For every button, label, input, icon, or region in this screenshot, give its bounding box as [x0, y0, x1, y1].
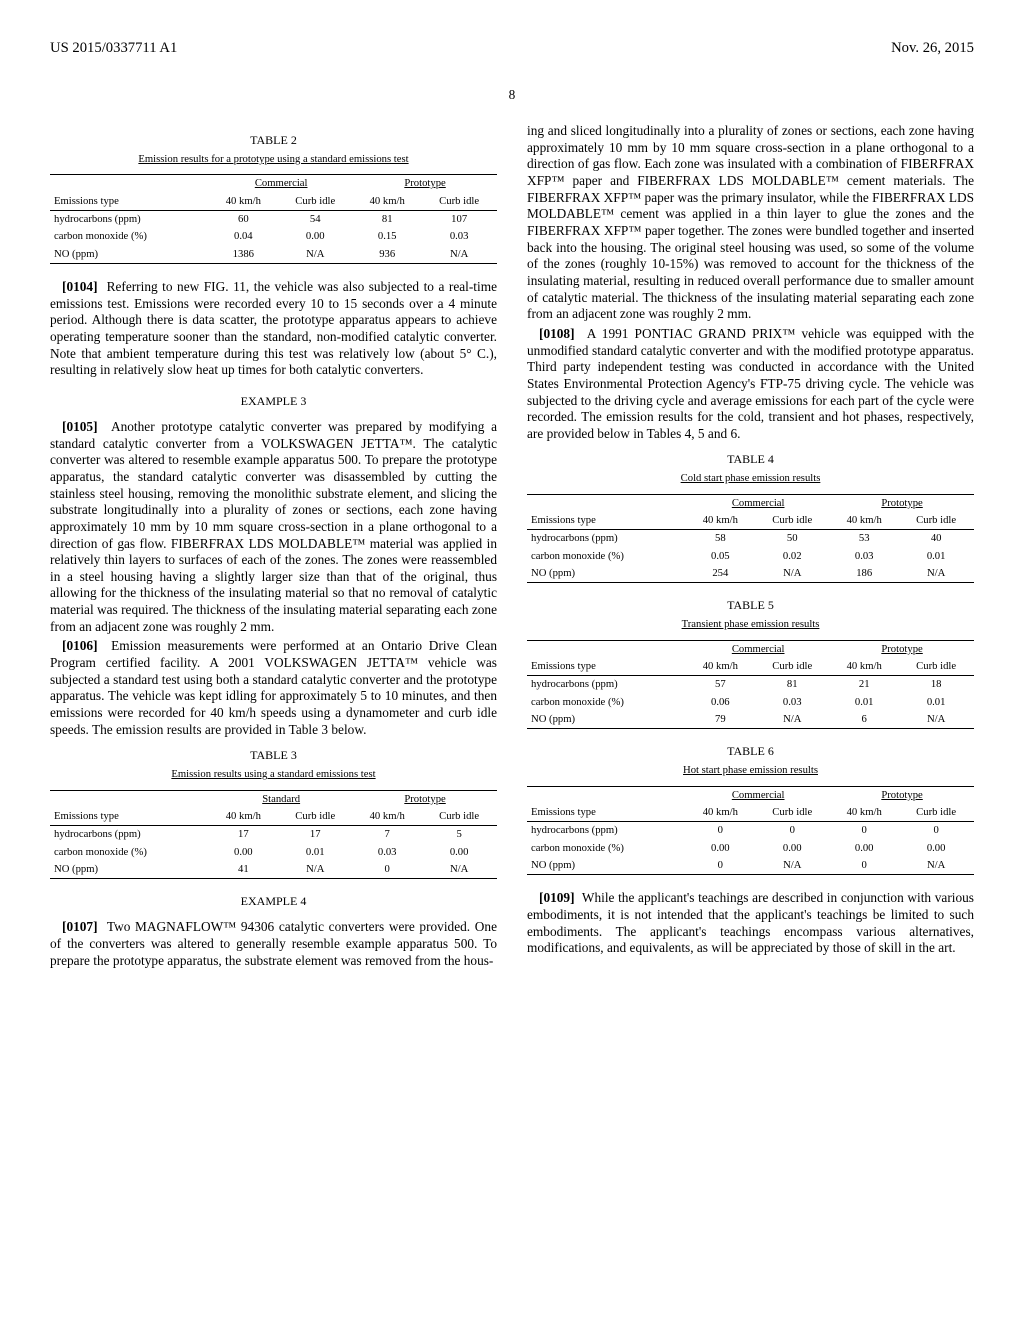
example3-title: EXAMPLE 3 — [50, 394, 497, 409]
table-row: carbon monoxide (%)0.040.000.150.03 — [50, 228, 497, 245]
table4: Commercial Prototype Emissions type 40 k… — [527, 494, 974, 584]
table-row: hydrocarbons (ppm)0000 — [527, 822, 974, 840]
table-row: NO (ppm)254N/A186N/A — [527, 565, 974, 583]
table-row: NO (ppm)0N/A0N/A — [527, 857, 974, 875]
example4-title: EXAMPLE 4 — [50, 894, 497, 909]
page-number: 8 — [50, 87, 974, 103]
table2-group2: Prototype — [353, 175, 497, 193]
table-row: carbon monoxide (%)0.060.030.010.01 — [527, 694, 974, 711]
content-columns: TABLE 2 Emission results for a prototype… — [50, 123, 974, 972]
left-column: TABLE 2 Emission results for a prototype… — [50, 123, 497, 972]
table5-caption: TABLE 5 — [527, 598, 974, 613]
para-0104: [0104] Referring to new FIG. 11, the veh… — [50, 279, 497, 379]
table-row: carbon monoxide (%)0.050.020.030.01 — [527, 548, 974, 565]
table-row: hydrocarbons (ppm)171775 — [50, 826, 497, 844]
header-right: Nov. 26, 2015 — [891, 40, 974, 57]
right-column: ing and sliced longitudinally into a plu… — [527, 123, 974, 972]
table-row: hydrocarbons (ppm)58505340 — [527, 530, 974, 548]
para-continuation: ing and sliced longitudinally into a plu… — [527, 123, 974, 323]
para-0109: [0109] While the applicant's teachings a… — [527, 890, 974, 957]
table-row: hydrocarbons (ppm)57812118 — [527, 676, 974, 694]
table3: Standard Prototype Emissions type 40 km/… — [50, 790, 497, 880]
table-row: NO (ppm)41N/A0N/A — [50, 861, 497, 879]
table3-caption: TABLE 3 — [50, 748, 497, 763]
para-0105: [0105] Another prototype catalytic conve… — [50, 419, 497, 636]
table6-caption: TABLE 6 — [527, 744, 974, 759]
table3-subtitle: Emission results using a standard emissi… — [50, 768, 497, 781]
para-0106: [0106] Emission measurements were perfor… — [50, 638, 497, 738]
table5-subtitle: Transient phase emission results — [527, 618, 974, 631]
page-header: US 2015/0337711 A1 Nov. 26, 2015 — [50, 40, 974, 57]
header-left: US 2015/0337711 A1 — [50, 40, 177, 57]
table6: Commercial Prototype Emissions type 40 k… — [527, 786, 974, 876]
table6-subtitle: Hot start phase emission results — [527, 764, 974, 777]
table-row: NO (ppm)1386N/A936N/A — [50, 246, 497, 264]
table4-caption: TABLE 4 — [527, 452, 974, 467]
table-row: carbon monoxide (%)0.000.010.030.00 — [50, 844, 497, 861]
table-row: NO (ppm)79N/A6N/A — [527, 711, 974, 729]
table2-subtitle: Emission results for a prototype using a… — [50, 153, 497, 166]
table4-subtitle: Cold start phase emission results — [527, 472, 974, 485]
para-0107: [0107] Two MAGNAFLOW™ 94306 catalytic co… — [50, 919, 497, 969]
table2-group1: Commercial — [209, 175, 353, 193]
table2: Commercial Prototype Emissions type 40 k… — [50, 174, 497, 264]
para-0108: [0108] A 1991 PONTIAC GRAND PRIX™ vehicl… — [527, 326, 974, 443]
table5: Commercial Prototype Emissions type 40 k… — [527, 640, 974, 730]
table-row: carbon monoxide (%)0.000.000.000.00 — [527, 840, 974, 857]
table-row: hydrocarbons (ppm)605481107 — [50, 210, 497, 228]
table2-caption: TABLE 2 — [50, 133, 497, 148]
